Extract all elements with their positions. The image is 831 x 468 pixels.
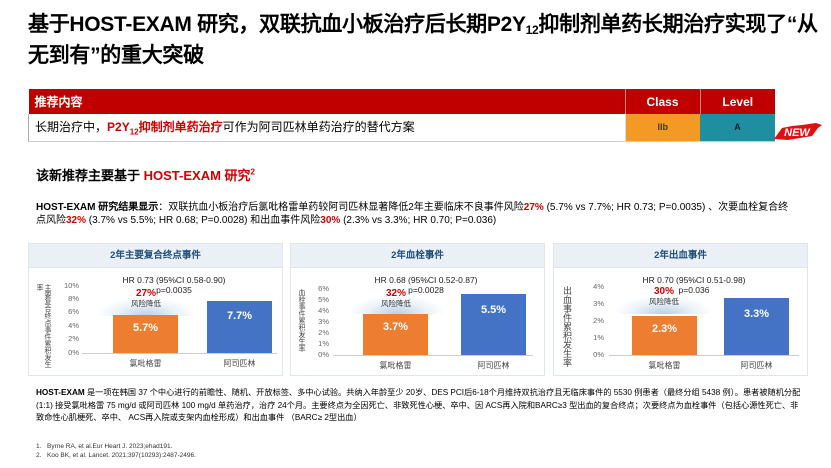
chart-bleeding-events: 2年出血事件 HR 0.70 (95%CI 0.51-0.98) p=0.036 … <box>553 243 808 376</box>
hr-annotation: HR 0.70 (95%CI 0.51-0.98) p=0.036 <box>642 275 746 295</box>
recommendation-table: 推荐内容 Class Level 长期治疗中，P2Y12抑制剂单药治疗可作为阿司… <box>28 89 775 142</box>
risk-reduction: 30% 风险降低 <box>649 286 679 307</box>
y-axis-label: 主要复合终点事件累积发生率 <box>36 284 51 368</box>
bar-clopidogrel: 5.7% <box>113 315 178 353</box>
chart-thrombotic-events: 2年血栓事件 HR 0.68 (95%CI 0.52-0.87) p=0.0028… <box>290 243 545 376</box>
reference-item: 1. Byrne RA, et al.Eur Heart J. 2023;ehad… <box>36 443 173 450</box>
hr-annotation: HR 0.68 (95%CI 0.52-0.87) p=0.0028 <box>374 275 478 295</box>
recommendation-text: 长期治疗中，P2Y12抑制剂单药治疗可作为阿司匹林单药治疗的替代方案 <box>28 114 625 142</box>
risk-reduction: 27% 风险降低 <box>131 288 161 309</box>
bar-aspirin: 3.3% <box>724 298 789 355</box>
y-axis-label: 血栓事件累积发生率 <box>298 289 305 352</box>
section-subheading: 该新推荐主要基于 HOST-EXAM 研究2 <box>36 167 255 183</box>
chart-primary-endpoint: 2年主要复合终点事件 HR 0.73 (95%CI 0.58-0.90) p=0.… <box>28 243 283 376</box>
level-value: A <box>700 114 775 142</box>
bar-clopidogrel: 2.3% <box>632 316 697 355</box>
svg-text:NEW: NEW <box>784 127 811 139</box>
chart-title: 2年出血事件 <box>554 244 807 268</box>
references: 1. Byrne RA, et al.Eur Heart J. 2023;ehad… <box>36 442 196 460</box>
page-title: 基于HOST-EXAM 研究，双联抗血小板治疗后长期P2Y12抑制剂单药长期治疗… <box>28 13 818 67</box>
bar-aspirin: 5.5% <box>461 294 526 355</box>
header-content: 推荐内容 <box>28 89 626 114</box>
bar-clopidogrel: 3.7% <box>363 314 428 355</box>
results-summary: HOST-EXAM 研究结果显示：双联抗血小板治疗后氯吡格雷单药较阿司匹林显著降… <box>36 202 789 226</box>
reference-item: 2. Koo BK, et al. Lancet. 2021;397(10293)… <box>36 452 196 459</box>
new-badge-icon: NEW <box>774 123 822 140</box>
chart-title: 2年主要复合终点事件 <box>29 244 282 268</box>
header-level: Level <box>700 89 775 114</box>
hr-annotation: HR 0.73 (95%CI 0.58-0.90) p=0.0035 <box>122 275 226 295</box>
y-axis-label: 出血事件累积发生率 <box>562 286 572 367</box>
header-class: Class <box>625 89 701 114</box>
study-description: HOST-EXAM 是一项在韩国 37 个中心进行的前瞻性、随机、开放标签、多中… <box>36 388 801 422</box>
bar-aspirin: 7.7% <box>207 301 272 353</box>
class-value: IIb <box>624 114 700 142</box>
risk-reduction: 32% 风险降低 <box>381 288 411 309</box>
chart-title: 2年血栓事件 <box>291 244 544 268</box>
